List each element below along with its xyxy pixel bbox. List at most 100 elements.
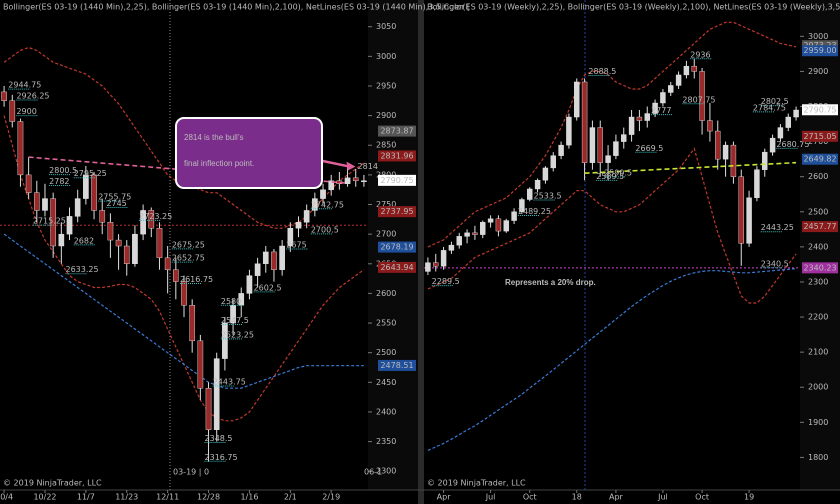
price-label-box [802, 130, 838, 142]
candle-body [440, 250, 447, 267]
level-label: 2443.25 [761, 223, 794, 232]
price-label-box [378, 174, 416, 186]
level-label: 2348.5 [205, 434, 233, 443]
price-label: 2831.96 [380, 151, 413, 160]
level-label: 2795.25 [74, 169, 107, 178]
y-tick-label: 2550 [376, 319, 396, 328]
x-tick-label: 1/16 [240, 493, 258, 502]
y-tick-label: 2750 [376, 200, 396, 209]
candle-body [361, 180, 367, 183]
price-label: 2678.19 [380, 243, 413, 252]
x-tick-label: Jul [485, 493, 496, 502]
level-label: 2680.75 [776, 140, 809, 149]
band-line [3, 233, 364, 389]
level-label: 2580 [221, 297, 241, 306]
price-label: 2340.23 [803, 263, 836, 272]
candle-body [91, 174, 97, 211]
candle-body [668, 85, 674, 93]
level-label: 2802.5 [761, 97, 789, 106]
annotation-box [175, 117, 323, 189]
x-tick-label: 10/4 [0, 493, 13, 502]
y-tick-label: 2850 [376, 141, 396, 150]
price-label: 2715.05 [803, 132, 836, 141]
candle-body [511, 211, 517, 221]
level-label: 2784.75 [753, 103, 786, 112]
y-tick-label: 2400 [376, 407, 396, 416]
candle-body [785, 116, 791, 128]
y-tick-label: 3050 [376, 22, 396, 31]
band-line [427, 147, 797, 304]
candle-body [456, 236, 462, 246]
price-label-box [802, 104, 838, 116]
level-label: 2616.75 [180, 275, 213, 284]
candle-body [74, 198, 81, 217]
annotation-arrowhead [346, 161, 356, 171]
x-tick-label: 12/28 [197, 493, 220, 502]
level-label: 2723.25 [139, 212, 172, 221]
x-tick-label: Jul [657, 493, 668, 502]
copyright: © 2019 NinjaTrader, LLC [3, 479, 102, 488]
candle-body [660, 92, 666, 104]
level-label: 2289.5 [432, 277, 460, 286]
candle-body [189, 305, 195, 342]
price-label-box [378, 150, 416, 162]
y-tick-label: 2300 [376, 467, 396, 476]
candle-body [425, 262, 431, 272]
annotation-text: final inflection point. [184, 159, 254, 168]
trend-line [584, 161, 797, 174]
price-label: 2643.94 [380, 263, 413, 272]
price-label: 2790.75 [803, 105, 836, 114]
candle-body [25, 174, 32, 193]
candle-body [558, 144, 564, 156]
chart-header: Bollinger(ES 03-19 (1440 Min),2,25), Bol… [3, 3, 470, 12]
level-label: 2682 [74, 236, 94, 245]
candle-body [691, 65, 697, 72]
candle-body [542, 167, 549, 181]
level-label: 2675.25 [172, 240, 205, 249]
candle-body [487, 218, 494, 223]
x-tick-label: 18 [572, 493, 582, 502]
candle-body [699, 71, 705, 121]
y-tick-label: 2700 [376, 230, 396, 239]
candle-body [495, 218, 502, 232]
contract-label: 03-19 | 0 [173, 468, 209, 477]
y-tick-label: 2300 [808, 277, 828, 286]
candle-body [107, 222, 114, 241]
price-label: 2873.87 [380, 127, 413, 136]
level-label: 2669.5 [635, 144, 663, 153]
candle-body [534, 180, 541, 190]
y-tick-label: 2350 [376, 437, 396, 446]
annotation-target-label: 2814 [358, 162, 378, 171]
level-label: 2443.75 [213, 378, 246, 387]
candle-body [613, 141, 619, 156]
candle-body [328, 180, 335, 190]
level-label: 2745 [106, 199, 126, 208]
level-label: 2782 [49, 177, 69, 186]
y-tick-label: 2200 [808, 313, 828, 322]
candle-body [181, 281, 187, 306]
y-tick-label: 2950 [376, 81, 396, 90]
level-label: 2936 [690, 50, 710, 59]
candle-body [42, 198, 48, 211]
price-label-box [802, 221, 838, 233]
candle-body [652, 102, 658, 114]
candle-body [793, 109, 799, 118]
price-label-box [802, 45, 838, 57]
candle-body [605, 155, 611, 163]
candle-body [762, 151, 768, 170]
level-label: 2742.75 [311, 200, 344, 209]
y-tick-label: 3000 [376, 52, 396, 61]
y-tick-label: 2600 [376, 289, 396, 298]
candle-body [17, 121, 24, 176]
candle-body [597, 127, 603, 163]
candle-body [197, 340, 204, 389]
candle-body [730, 144, 737, 177]
candle-body [66, 216, 73, 235]
x-tick-label: Oct [695, 493, 709, 502]
level-label: 2675 [286, 240, 306, 249]
candle-body [550, 155, 556, 169]
price-label: 2649.82 [803, 155, 836, 164]
panel-separator [418, 0, 424, 504]
y-tick-label: 2450 [376, 378, 396, 387]
x-tick-label: Oct [523, 493, 537, 502]
